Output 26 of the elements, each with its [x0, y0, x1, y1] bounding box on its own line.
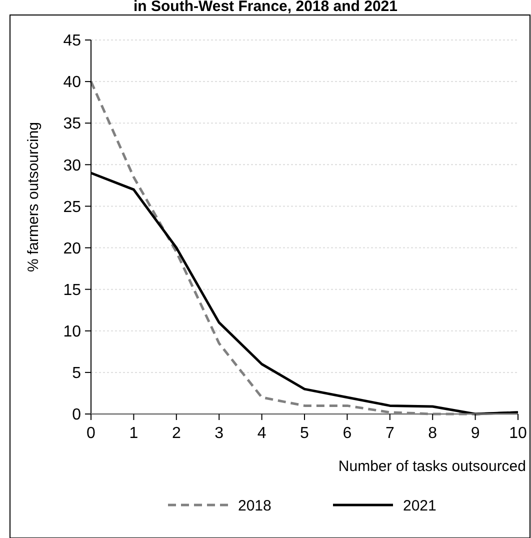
chart-title: in South-West France, 2018 and 2021	[134, 0, 398, 15]
legend-label: 2018	[238, 497, 272, 514]
x-tick-label: 8	[428, 425, 438, 442]
x-tick-label: 0	[86, 425, 96, 442]
y-tick-label: 20	[63, 240, 82, 258]
y-tick-label: 25	[63, 198, 82, 216]
x-tick-label: 3	[214, 425, 224, 442]
y-axis-title: % farmers outsourcing	[25, 122, 42, 272]
legend-label: 2021	[403, 497, 436, 514]
x-tick-label: 9	[470, 425, 480, 442]
x-tick-label: 4	[257, 425, 266, 442]
y-tick-label: 15	[63, 282, 82, 299]
x-axis-title: Number of tasks outsourced	[338, 458, 526, 475]
y-tick-label: 45	[63, 32, 82, 50]
y-tick-label: 0	[72, 406, 82, 424]
y-tick-label: 30	[63, 157, 82, 174]
x-tick-label: 1	[129, 425, 138, 442]
x-tick-label: 2	[172, 425, 181, 442]
y-tick-label: 10	[63, 323, 82, 340]
y-tick-label: 35	[63, 116, 82, 133]
y-tick-label: 5	[72, 365, 82, 382]
x-tick-label: 5	[300, 425, 310, 442]
x-tick-label: 6	[342, 425, 352, 442]
x-tick-label: 10	[509, 425, 527, 442]
x-tick-label: 7	[385, 425, 394, 442]
y-tick-label: 40	[63, 74, 82, 92]
